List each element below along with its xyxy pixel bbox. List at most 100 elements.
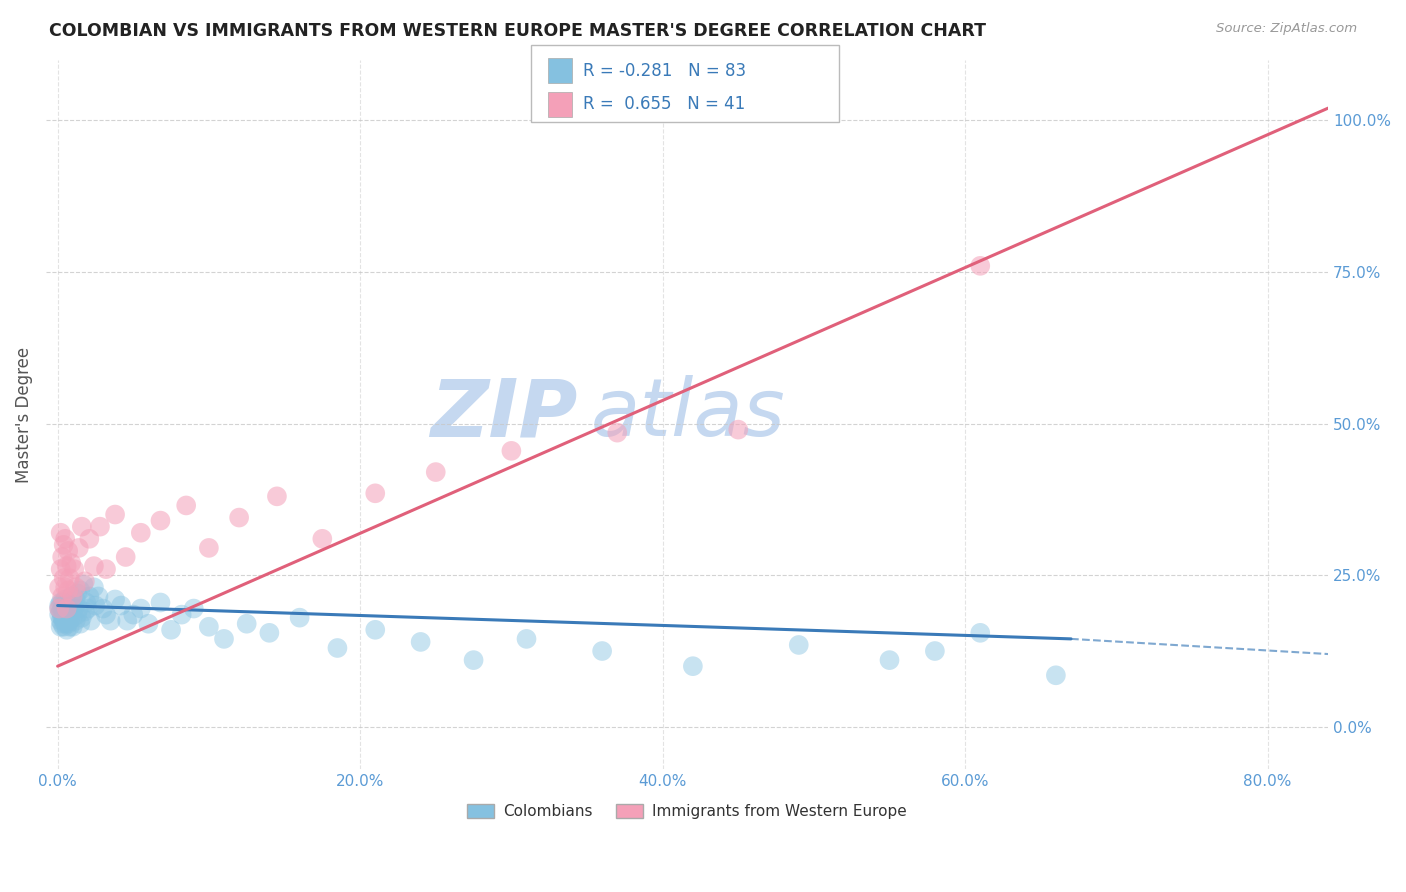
Point [52, 571, 75, 585]
Point [91, 601, 114, 615]
Point [266, 489, 288, 503]
Point [55, 601, 77, 615]
Point [606, 425, 628, 440]
Point [55, 595, 77, 609]
Point [52, 620, 75, 634]
Point [62, 610, 84, 624]
Point [65, 614, 87, 628]
Point [879, 653, 901, 667]
Point [66, 607, 89, 622]
Point [65, 580, 87, 594]
Point [53, 607, 76, 622]
Point [515, 632, 537, 646]
Point [49, 595, 72, 609]
Point [49, 605, 72, 619]
Point [52, 605, 75, 619]
Point [79, 590, 101, 604]
Text: R =  0.655   N = 41: R = 0.655 N = 41 [583, 95, 745, 113]
Point [52, 614, 75, 628]
Point [55, 614, 77, 628]
Point [77, 601, 100, 615]
Text: ZIP: ZIP [430, 376, 578, 453]
Point [83, 559, 105, 574]
Point [53, 592, 76, 607]
Point [60, 590, 83, 604]
Point [63, 601, 86, 615]
Point [183, 601, 205, 615]
Text: COLOMBIAN VS IMMIGRANTS FROM WESTERN EUROPE MASTER'S DEGREE CORRELATION CHART: COLOMBIAN VS IMMIGRANTS FROM WESTERN EUR… [49, 22, 986, 40]
Point [326, 640, 349, 655]
Point [51, 616, 73, 631]
Y-axis label: Master's Degree: Master's Degree [15, 346, 32, 483]
Point [58, 610, 80, 624]
Point [67, 601, 90, 615]
Point [115, 614, 138, 628]
Point [69, 583, 91, 598]
Point [59, 607, 82, 622]
Point [235, 616, 257, 631]
Point [924, 644, 946, 658]
Point [149, 514, 172, 528]
Text: R = -0.281   N = 83: R = -0.281 N = 83 [583, 62, 747, 79]
Point [94, 607, 117, 622]
Point [83, 580, 105, 594]
Point [129, 525, 152, 540]
Point [51, 610, 73, 624]
Point [70, 610, 93, 624]
Point [51, 595, 73, 609]
Point [59, 571, 82, 585]
Point [53, 532, 76, 546]
Point [170, 607, 193, 622]
Point [969, 259, 991, 273]
Point [49, 614, 72, 628]
Point [73, 574, 96, 589]
Point [48, 601, 70, 615]
Point [58, 544, 80, 558]
Point [66, 586, 89, 600]
Point [55, 559, 77, 574]
Point [364, 623, 387, 637]
Point [288, 610, 311, 624]
Point [53, 580, 76, 594]
Point [65, 592, 87, 607]
Point [51, 607, 73, 622]
Point [259, 625, 281, 640]
Point [969, 625, 991, 640]
Point [55, 605, 77, 619]
Point [73, 605, 96, 619]
Point [59, 614, 82, 628]
Point [67, 541, 90, 555]
Point [198, 541, 221, 555]
Point [48, 580, 70, 594]
Legend: Colombians, Immigrants from Western Europe: Colombians, Immigrants from Western Euro… [461, 798, 912, 825]
Point [114, 549, 136, 564]
Point [682, 659, 704, 673]
Point [364, 486, 387, 500]
Text: atlas: atlas [591, 376, 786, 453]
Point [58, 583, 80, 598]
Point [463, 653, 485, 667]
Point [52, 538, 75, 552]
Point [425, 465, 447, 479]
Point [51, 590, 73, 604]
Point [501, 443, 523, 458]
Point [60, 556, 83, 570]
Point [727, 423, 749, 437]
Point [100, 614, 122, 628]
Point [55, 623, 77, 637]
Point [49, 562, 72, 576]
Point [48, 607, 70, 622]
Point [228, 510, 250, 524]
Point [62, 620, 84, 634]
Point [72, 577, 94, 591]
Point [1045, 668, 1067, 682]
Point [212, 632, 235, 646]
Point [104, 508, 127, 522]
Point [149, 595, 172, 609]
Point [58, 601, 80, 615]
Point [49, 525, 72, 540]
Point [62, 605, 84, 619]
Point [122, 607, 145, 622]
Point [53, 616, 76, 631]
Point [58, 616, 80, 631]
